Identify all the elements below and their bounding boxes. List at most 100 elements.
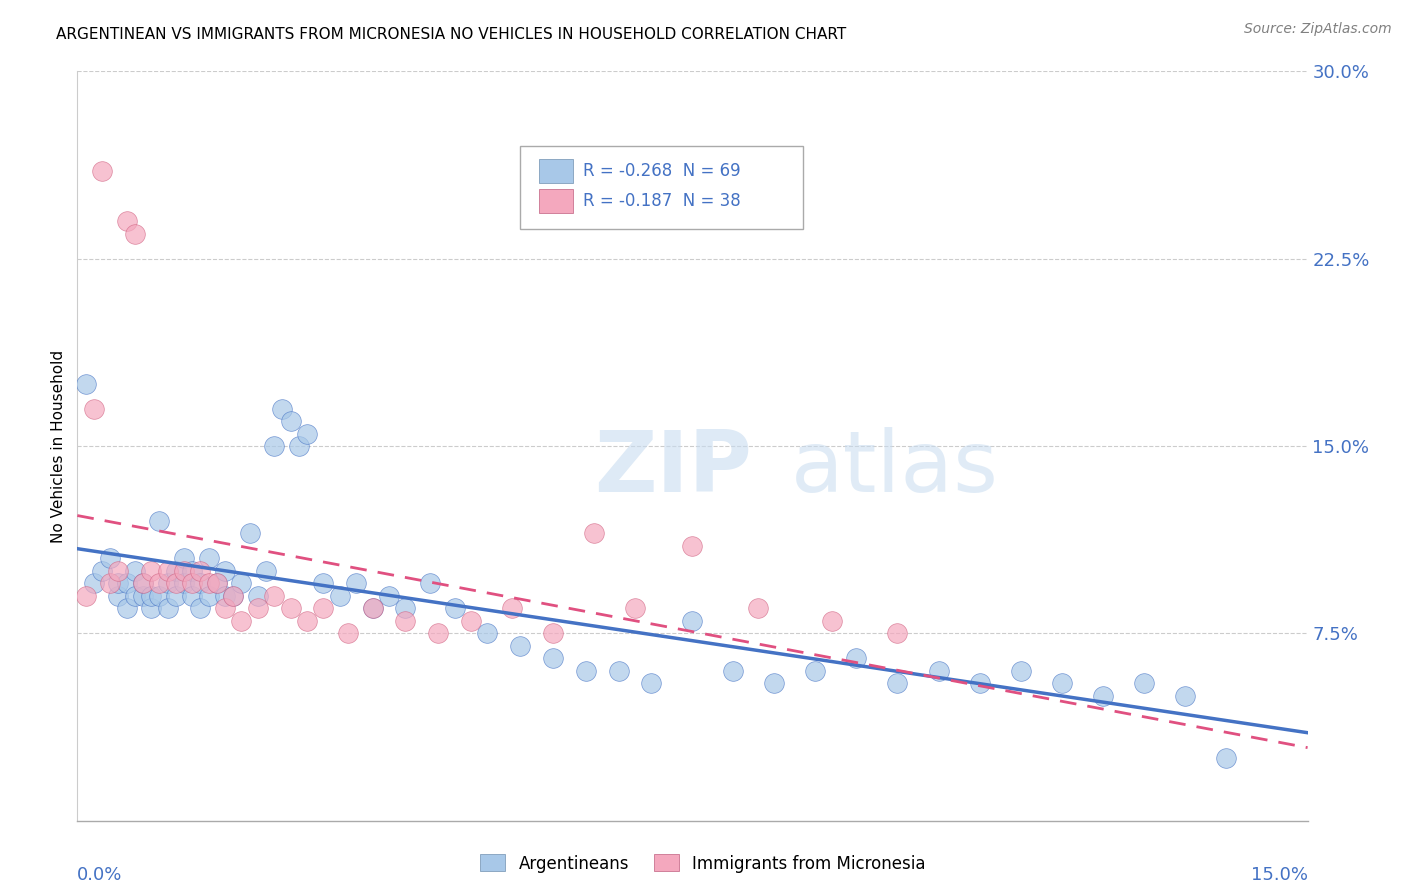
Point xyxy=(75,589,97,603)
Point xyxy=(443,601,465,615)
Point xyxy=(148,576,170,591)
Point xyxy=(214,589,236,603)
Point xyxy=(263,439,285,453)
Point xyxy=(141,601,163,615)
Point xyxy=(763,676,786,690)
Point xyxy=(344,576,367,591)
Point xyxy=(541,651,564,665)
Point xyxy=(747,601,769,615)
Point xyxy=(804,664,827,678)
Point xyxy=(969,676,991,690)
Y-axis label: No Vehicles in Household: No Vehicles in Household xyxy=(51,350,66,542)
Bar xyxy=(538,159,574,183)
Point xyxy=(246,589,269,603)
Point xyxy=(124,227,146,241)
Point xyxy=(132,576,155,591)
Point xyxy=(361,601,384,615)
Point xyxy=(156,564,179,578)
Point xyxy=(312,576,335,591)
Text: 15.0%: 15.0% xyxy=(1250,865,1308,884)
Point xyxy=(477,626,499,640)
Point xyxy=(263,589,285,603)
FancyBboxPatch shape xyxy=(520,146,803,228)
Point xyxy=(723,664,745,678)
Point xyxy=(173,551,195,566)
Text: ZIP: ZIP xyxy=(595,427,752,510)
Point xyxy=(173,564,195,578)
Point xyxy=(107,564,129,578)
Point xyxy=(115,576,138,591)
Point xyxy=(115,601,138,615)
Point xyxy=(165,589,187,603)
Point xyxy=(197,589,219,603)
Point xyxy=(148,514,170,528)
Point xyxy=(509,639,531,653)
Point xyxy=(156,576,179,591)
Point xyxy=(575,664,598,678)
Point xyxy=(222,589,245,603)
Text: Source: ZipAtlas.com: Source: ZipAtlas.com xyxy=(1244,22,1392,37)
Point xyxy=(640,676,662,690)
Point xyxy=(115,214,138,228)
Point xyxy=(583,526,606,541)
Point xyxy=(197,551,219,566)
Point xyxy=(886,676,908,690)
Point xyxy=(682,539,704,553)
Point xyxy=(1215,751,1237,765)
Point xyxy=(231,576,253,591)
Point xyxy=(288,439,311,453)
Point xyxy=(1174,689,1197,703)
Point xyxy=(1010,664,1032,678)
Point xyxy=(214,601,236,615)
Point xyxy=(394,614,416,628)
Point xyxy=(501,601,523,615)
Point xyxy=(271,401,294,416)
Point xyxy=(460,614,482,628)
Point xyxy=(239,526,262,541)
Point xyxy=(295,614,318,628)
Point xyxy=(181,576,204,591)
Point xyxy=(165,576,187,591)
Point xyxy=(1050,676,1073,690)
Point xyxy=(231,614,253,628)
Point xyxy=(124,564,146,578)
Point xyxy=(624,601,647,615)
Point xyxy=(682,614,704,628)
Point xyxy=(132,589,155,603)
Point xyxy=(607,664,630,678)
Point xyxy=(821,614,844,628)
Point xyxy=(75,376,97,391)
Point xyxy=(156,601,179,615)
Text: atlas: atlas xyxy=(792,427,998,510)
Point xyxy=(254,564,277,578)
Point xyxy=(214,564,236,578)
Point xyxy=(419,576,441,591)
Point xyxy=(205,576,228,591)
Point xyxy=(188,601,212,615)
Point xyxy=(280,601,302,615)
Point xyxy=(141,564,163,578)
Text: 0.0%: 0.0% xyxy=(77,865,122,884)
Point xyxy=(165,564,187,578)
Point xyxy=(90,164,114,178)
Point xyxy=(280,414,302,428)
Point xyxy=(312,601,335,615)
Point xyxy=(98,551,121,566)
Point xyxy=(173,576,195,591)
Text: R = -0.187  N = 38: R = -0.187 N = 38 xyxy=(583,192,741,210)
Point xyxy=(427,626,450,640)
Point xyxy=(132,576,155,591)
Point xyxy=(107,576,129,591)
Point xyxy=(83,401,105,416)
Point xyxy=(1132,676,1154,690)
Point xyxy=(1091,689,1114,703)
Point xyxy=(188,576,212,591)
Point xyxy=(928,664,950,678)
Point xyxy=(188,564,212,578)
Point xyxy=(378,589,401,603)
Point xyxy=(329,589,352,603)
Point xyxy=(83,576,105,591)
Point xyxy=(295,426,318,441)
Point xyxy=(141,589,163,603)
Text: ARGENTINEAN VS IMMIGRANTS FROM MICRONESIA NO VEHICLES IN HOUSEHOLD CORRELATION C: ARGENTINEAN VS IMMIGRANTS FROM MICRONESI… xyxy=(56,27,846,42)
